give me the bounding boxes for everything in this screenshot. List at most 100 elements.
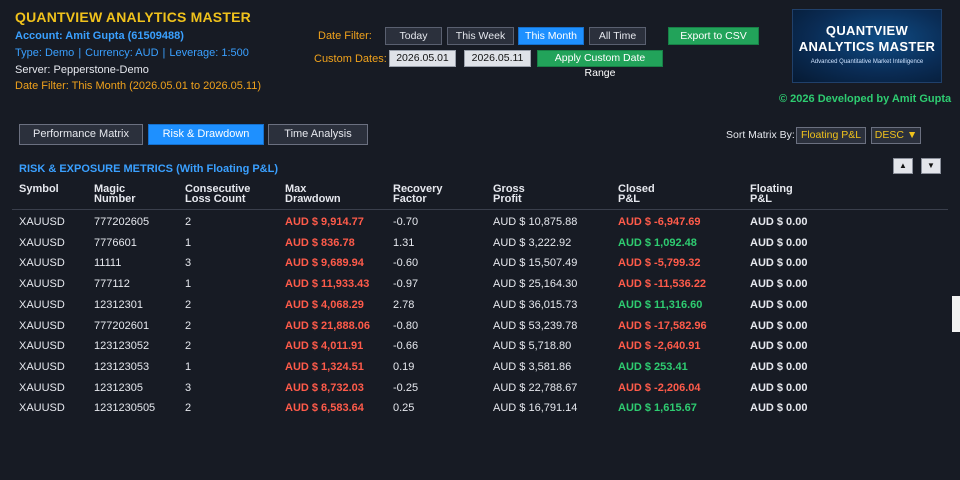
column-header-closed-pnl[interactable]: Closed P&L xyxy=(618,184,655,205)
cell-closed-pnl: AUD $ -2,206.04 xyxy=(618,381,701,394)
column-header-line: Recovery xyxy=(393,183,443,195)
column-header-symbol[interactable]: Symbol xyxy=(19,183,59,195)
table-row[interactable]: XAUUSD 12312301 2 AUD $ 4,068.29 2.78 AUD $ 3… xyxy=(0,295,960,316)
cell-floating-pnl: AUD $ 0.00 xyxy=(750,278,808,291)
table-row[interactable]: XAUUSD 1231230505 2 AUD $ 6,583.64 0.25 AUD $… xyxy=(0,398,960,419)
cell-gross-profit: AUD $ 15,507.49 xyxy=(493,257,578,270)
cell-magic-number: 12312301 xyxy=(94,298,143,311)
cell-recovery-factor: 0.19 xyxy=(393,360,415,373)
apply-custom-range-button[interactable]: Apply Custom Date Range xyxy=(537,50,663,79)
cell-floating-pnl: AUD $ 0.00 xyxy=(750,402,808,415)
cell-floating-pnl: AUD $ 0.00 xyxy=(750,340,808,353)
scrollbar-thumb[interactable] xyxy=(952,296,960,332)
column-header-gross-profit[interactable]: Gross Profit xyxy=(493,184,525,205)
separator: | xyxy=(162,47,166,59)
tab-risk-drawdown[interactable]: Risk & Drawdown xyxy=(148,124,264,145)
account-currency: Currency: AUD xyxy=(85,47,159,59)
cell-recovery-factor: 2.78 xyxy=(393,298,415,311)
custom-date-to-input[interactable]: 2026.05.11 xyxy=(464,50,531,67)
column-header-line: P&L xyxy=(618,193,640,205)
column-header-line: Symbol xyxy=(19,183,59,195)
cell-magic-number: 1231230505 xyxy=(94,402,156,415)
column-header-recovery-factor[interactable]: Recovery Factor xyxy=(393,183,443,205)
cell-symbol: XAUUSD xyxy=(19,278,65,291)
separator: | xyxy=(78,47,82,59)
cell-floating-pnl: AUD $ 0.00 xyxy=(750,298,808,311)
filter-today-button[interactable]: Today xyxy=(385,27,442,45)
sort-field-select[interactable]: Floating P&L xyxy=(796,127,866,144)
cell-recovery-factor: -0.70 xyxy=(393,216,419,228)
cell-max-drawdown: AUD $ 836.78 xyxy=(285,236,355,249)
scroll-down-icon[interactable]: ▼ xyxy=(921,158,941,174)
cell-recovery-factor: 1.31 xyxy=(393,236,415,249)
cell-floating-pnl: AUD $ 0.00 xyxy=(750,360,808,373)
column-header-max-drawdown[interactable]: Max Drawdown xyxy=(285,184,341,205)
cell-symbol: XAUUSD xyxy=(19,236,65,249)
scroll-up-icon[interactable]: ▲ xyxy=(893,158,913,174)
filter-all-time-button[interactable]: All Time xyxy=(589,27,646,45)
column-header-magic-number[interactable]: Magic Number xyxy=(94,184,136,205)
cell-floating-pnl: AUD $ 0.00 xyxy=(750,236,808,249)
logo-tagline: Advanced Quantitative Market Intelligenc… xyxy=(810,59,924,65)
account-meta: Type: Demo | Currency: AUD | Leverage: 1:500 xyxy=(15,47,249,59)
cell-max-drawdown: AUD $ 21,888.06 xyxy=(285,319,370,332)
column-header-line: P&L xyxy=(750,193,772,205)
custom-dates-label: Custom Dates: xyxy=(314,53,387,65)
custom-date-from-input[interactable]: 2026.05.01 xyxy=(389,50,456,67)
table-row[interactable]: XAUUSD 7776601 1 AUD $ 836.78 1.31 AUD $ 3,22… xyxy=(0,233,960,254)
tab-performance-matrix[interactable]: Performance Matrix xyxy=(19,124,143,145)
filter-this-month-button[interactable]: This Month xyxy=(518,27,584,45)
cell-consecutive-loss: 2 xyxy=(185,298,192,311)
sort-order-select[interactable]: DESC ▼ xyxy=(871,127,921,144)
table-row[interactable]: XAUUSD 777112 1 AUD $ 11,933.43 -0.97 AUD $ 2… xyxy=(0,274,960,295)
cell-max-drawdown: AUD $ 4,011.91 xyxy=(285,340,364,353)
date-filter-label: Date Filter: xyxy=(318,30,372,42)
table-row[interactable]: XAUUSD 12312305 3 AUD $ 8,732.03 -0.25 AUD $ … xyxy=(0,378,960,399)
cell-consecutive-loss: 1 xyxy=(185,236,192,249)
app-title: QUANTVIEW ANALYTICS MASTER xyxy=(15,9,251,25)
cell-consecutive-loss: 2 xyxy=(185,340,192,353)
cell-max-drawdown: AUD $ 9,689.94 xyxy=(285,257,364,270)
cell-symbol: XAUUSD xyxy=(19,319,65,332)
cell-gross-profit: AUD $ 5,718.80 xyxy=(493,340,572,353)
column-header-line: Loss Count xyxy=(185,193,246,205)
header-divider xyxy=(12,209,948,210)
table-row[interactable]: XAUUSD 777202605 2 AUD $ 9,914.77 -0.70 AUD $… xyxy=(0,212,960,233)
cell-magic-number: 123123053 xyxy=(94,360,150,373)
cell-consecutive-loss: 2 xyxy=(185,216,192,228)
column-header-line: Drawdown xyxy=(285,193,341,205)
cell-gross-profit: AUD $ 36,015.73 xyxy=(493,298,578,311)
cell-recovery-factor: 0.25 xyxy=(393,402,415,415)
cell-closed-pnl: AUD $ 11,316.60 xyxy=(618,298,703,311)
export-csv-button[interactable]: Export to CSV xyxy=(668,27,759,45)
cell-closed-pnl: AUD $ 1,615.67 xyxy=(618,402,697,415)
cell-gross-profit: AUD $ 22,788.67 xyxy=(493,381,578,394)
cell-magic-number: 123123052 xyxy=(94,340,150,353)
cell-gross-profit: AUD $ 53,239.78 xyxy=(493,319,578,332)
table-row[interactable]: XAUUSD 123123053 1 AUD $ 1,324.51 0.19 AUD $ … xyxy=(0,357,960,378)
column-header-line: Consecutive xyxy=(185,183,251,195)
cell-gross-profit: AUD $ 25,164.30 xyxy=(493,278,578,291)
cell-gross-profit: AUD $ 16,791.14 xyxy=(493,402,578,415)
tab-time-analysis[interactable]: Time Analysis xyxy=(268,124,368,145)
cell-consecutive-loss: 1 xyxy=(185,278,192,291)
column-header-floating-pnl[interactable]: Floating P&L xyxy=(750,183,793,205)
cell-recovery-factor: -0.25 xyxy=(393,381,419,394)
column-header-line: Floating xyxy=(750,183,793,195)
cell-symbol: XAUUSD xyxy=(19,402,65,415)
cell-symbol: XAUUSD xyxy=(19,340,65,353)
table-row[interactable]: XAUUSD 123123052 2 AUD $ 4,011.91 -0.66 AUD $… xyxy=(0,336,960,357)
table-row[interactable]: XAUUSD 777202601 2 AUD $ 21,888.06 -0.80 AUD … xyxy=(0,316,960,337)
cell-consecutive-loss: 3 xyxy=(185,381,192,394)
cell-gross-profit: AUD $ 3,581.86 xyxy=(493,360,572,373)
filter-this-week-button[interactable]: This Week xyxy=(447,27,514,45)
header-panel: QUANTVIEW ANALYTICS MASTER Account: Amit… xyxy=(0,0,960,112)
cell-closed-pnl: AUD $ -2,640.91 xyxy=(618,340,701,353)
column-header-consecutive-loss[interactable]: Consecutive Loss Count xyxy=(185,183,251,205)
cell-symbol: XAUUSD xyxy=(19,381,65,394)
account-label: Account: Amit Gupta (61509488) xyxy=(15,30,184,42)
cell-symbol: XAUUSD xyxy=(19,216,65,228)
date-filter-info: Date Filter: This Month (2026.05.01 to 2… xyxy=(15,80,262,92)
cell-gross-profit: AUD $ 10,875.88 xyxy=(493,216,578,228)
table-row[interactable]: XAUUSD 11111 3 AUD $ 9,689.94 -0.60 AUD $ 15,… xyxy=(0,253,960,274)
